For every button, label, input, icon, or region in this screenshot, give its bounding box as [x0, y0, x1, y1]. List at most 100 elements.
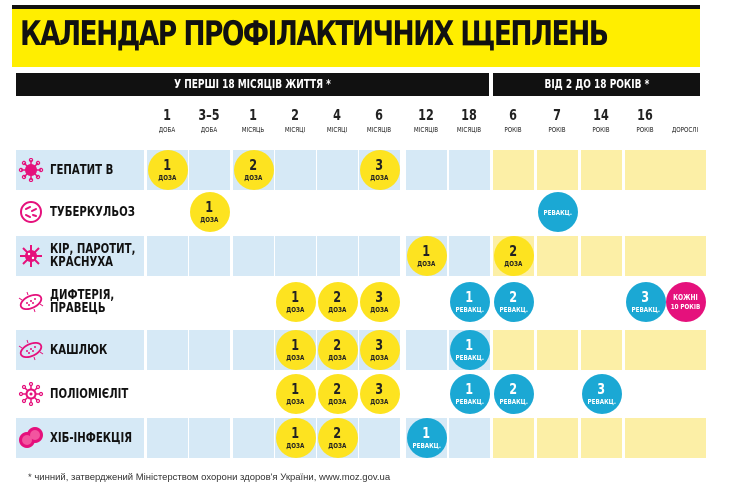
dose-number: 2: [509, 288, 518, 306]
dose-badge: 2 ДОЗА: [317, 374, 358, 414]
dose-number: 1: [291, 380, 300, 398]
grid-cell: [449, 236, 490, 276]
dose-number: 3: [375, 156, 384, 174]
dose-number: 1: [465, 380, 474, 398]
column-header: 7 РОКІВ: [537, 107, 577, 134]
dose-unit: ДОЗА: [328, 306, 347, 314]
dose-number: 3: [641, 288, 650, 306]
disease-name: ХІБ-ІНФЕКЦІЯ: [50, 430, 133, 446]
dose-unit: РЕВАКЦ.: [631, 306, 660, 314]
dose-unit: ДОЗА: [286, 306, 305, 314]
dose-number: 1: [465, 336, 474, 354]
grid-cell: [537, 418, 578, 458]
column-age-unit: МІСЯЦЬ: [241, 126, 265, 134]
revaccination-badge: 2 РЕВАКЦ.: [493, 282, 534, 322]
dose-unit: ДОЗА: [417, 260, 436, 268]
grid-cell: [147, 236, 188, 276]
dose-number: 1: [291, 424, 300, 442]
dose-number: 3: [597, 380, 606, 398]
disease-row-label: ПОЛІОМІЄЛІТ: [16, 374, 144, 414]
dose-number: 2: [333, 380, 342, 398]
column-age-number: 16: [637, 106, 653, 124]
disease-name: КАШЛЮК: [50, 342, 108, 358]
dose-unit: ДОЗА: [370, 306, 389, 314]
dose-number: 3: [375, 380, 384, 398]
column-header: 1 МІСЯЦЬ: [233, 107, 273, 134]
dose-unit: РЕВАКЦ.: [455, 306, 484, 314]
polio-virus-icon: [18, 381, 44, 407]
disease-name: КІР, ПАРОТИТ, КРАСНУХА: [50, 242, 136, 270]
grid-cell: [275, 236, 316, 276]
column-age-unit: МІСЯЦІ: [284, 126, 306, 134]
dose-number: 1: [291, 336, 300, 354]
dose-unit: ДОЗА: [286, 442, 305, 450]
dose-badge: 1 ДОЗА: [406, 236, 447, 276]
disease-name: ТУБЕРКУЛЬОЗ: [50, 204, 135, 220]
grid-cell: [493, 418, 534, 458]
dose-unit: РЕВАКЦ.: [499, 306, 528, 314]
dose-badge: 1 ДОЗА: [275, 418, 316, 458]
column-age-unit: ДОБА: [158, 126, 176, 134]
column-age-number: 14: [593, 106, 609, 124]
dose-badge: 3 ДОЗА: [359, 150, 400, 190]
dose-unit: ДОЗА: [244, 174, 263, 182]
grid-cell: [493, 150, 534, 190]
dose-number: КОЖНІ: [673, 293, 698, 302]
grid-cell: [359, 418, 400, 458]
dose-number: 2: [333, 424, 342, 442]
dose-unit: ДОЗА: [328, 398, 347, 406]
grid-cell: [189, 418, 230, 458]
grid-cell: [625, 236, 666, 276]
dose-unit: РЕВАКЦ.: [412, 442, 441, 450]
disease-name: ПОЛІОМІЄЛІТ: [50, 386, 129, 402]
column-age-unit: РОКІВ: [504, 126, 522, 134]
dose-badge: 2 ДОЗА: [493, 236, 534, 276]
column-header: 12 МІСЯЦІВ: [406, 107, 446, 134]
dose-number: 1: [465, 288, 474, 306]
dose-badge: 1 ДОЗА: [189, 192, 230, 232]
column-age-number: 1: [163, 106, 171, 124]
column-header: 6 МІСЯЦІВ: [359, 107, 399, 134]
revaccination-badge: 1 РЕВАКЦ.: [449, 330, 490, 370]
column-header: 16 РОКІВ: [625, 107, 665, 134]
dose-badge: 3 ДОЗА: [359, 374, 400, 414]
grid-cell: [665, 330, 706, 370]
dose-unit: ДОЗА: [370, 398, 389, 406]
dose-number: 2: [509, 380, 518, 398]
dose-unit: ДОЗА: [158, 174, 177, 182]
disease-name: ДИФТЕРІЯ, ПРАВЕЦЬ: [50, 288, 115, 316]
grid-cell: [189, 236, 230, 276]
grid-cell: [449, 418, 490, 458]
dose-number: 3: [375, 288, 384, 306]
dose-unit: ДОЗА: [286, 354, 305, 362]
disease-row-label: ХІБ-ІНФЕКЦІЯ: [16, 418, 144, 458]
dose-number: 2: [333, 336, 342, 354]
dose-unit: ДОЗА: [370, 174, 389, 182]
dose-unit: ДОЗА: [286, 398, 305, 406]
dose-badge: 2 ДОЗА: [317, 418, 358, 458]
title-band: [12, 9, 700, 67]
dose-unit: РЕВАКЦ.: [499, 398, 528, 406]
grid-cell: [147, 418, 188, 458]
revaccination-badge: 2 РЕВАКЦ.: [493, 374, 534, 414]
column-age-number: 6: [509, 106, 517, 124]
dose-unit: ДОЗА: [328, 354, 347, 362]
column-age-unit: МІСЯЦІ: [326, 126, 348, 134]
disease-name: ГЕПАТИТ В: [50, 162, 114, 178]
dose-unit: РЕВАКЦ.: [455, 354, 484, 362]
column-age-number: 3–5: [198, 106, 220, 124]
column-header: 6 РОКІВ: [493, 107, 533, 134]
column-age-unit: МІСЯЦІВ: [366, 126, 392, 134]
section-header-children: ВІД 2 ДО 18 РОКІВ *: [493, 73, 700, 96]
grid-cell: [189, 330, 230, 370]
column-header: 4 МІСЯЦІ: [317, 107, 357, 134]
grid-cell: [147, 330, 188, 370]
disease-row-label: ГЕПАТИТ В: [16, 150, 144, 190]
column-age-number: 6: [375, 106, 383, 124]
column-age-unit: РОКІВ: [636, 126, 654, 134]
dose-badge: 2 ДОЗА: [317, 282, 358, 322]
dose-number: 1: [163, 156, 172, 174]
dose-badge: 1 ДОЗА: [275, 282, 316, 322]
column-age-number: 1: [249, 106, 257, 124]
grid-cell: [537, 150, 578, 190]
